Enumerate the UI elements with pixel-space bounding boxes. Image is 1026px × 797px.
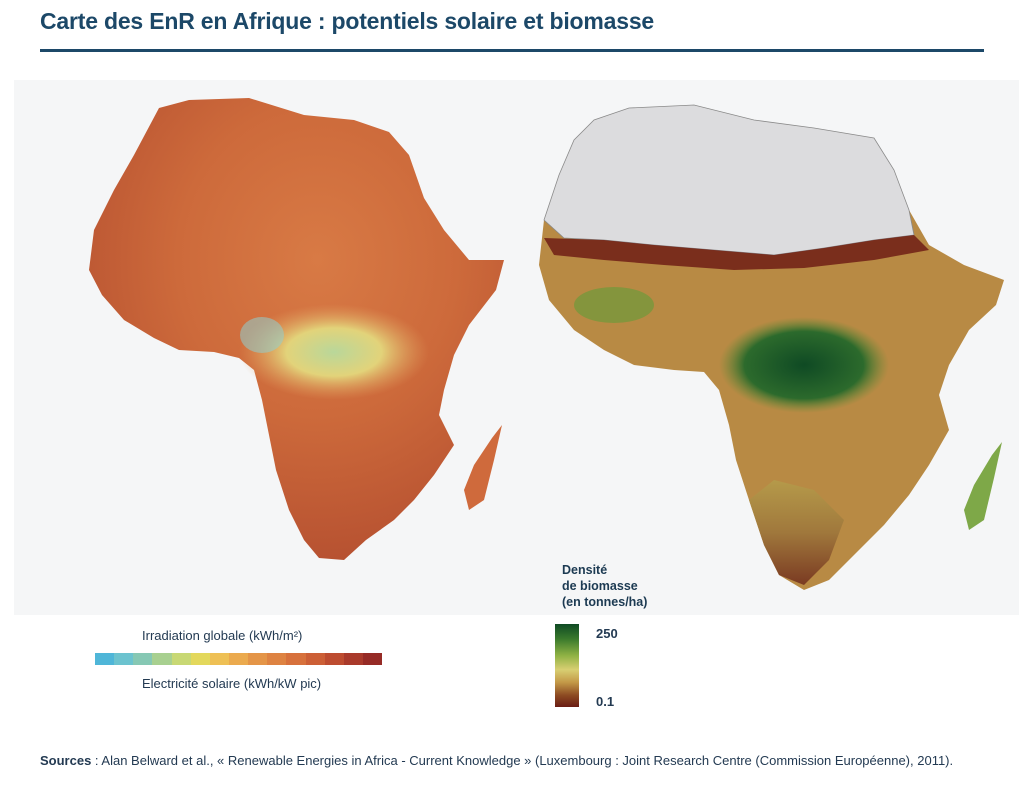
maps-canvas xyxy=(89,98,1004,590)
solar-scale-step-1 xyxy=(114,653,134,665)
sources-label: Sources xyxy=(40,753,92,768)
solar-scale-step-3 xyxy=(152,653,172,665)
sources-text: : Alan Belward et al., « Renewable Energ… xyxy=(91,753,954,768)
sahara-no-data-zone xyxy=(543,104,915,256)
biomass-legend-min: 0.1 xyxy=(596,694,615,709)
solar-scale-step-5 xyxy=(190,653,210,665)
solar-scale-step-0 xyxy=(95,653,115,665)
solar-map xyxy=(89,98,504,560)
solar-scale-step-10 xyxy=(286,653,306,665)
biomass-color-scale xyxy=(555,624,579,707)
sources-note: Sources : Alan Belward et al., « Renewab… xyxy=(40,752,1000,770)
congo-forest-zone xyxy=(719,317,889,413)
solar-scale-step-8 xyxy=(248,653,268,665)
solar-scale-step-12 xyxy=(324,653,344,665)
solar-legend-label-irradiation: Irradiation globale (kWh/m²) xyxy=(142,628,303,643)
biomass-legend-title-line3: (en tonnes/ha) xyxy=(562,595,648,609)
southern-africa-dry-zone xyxy=(749,480,844,585)
madagascar-biomass xyxy=(964,442,1002,530)
sahel-low-biomass-band xyxy=(544,235,929,270)
solar-scale-step-6 xyxy=(209,653,229,665)
biomass-legend-title: Densité de biomasse (en tonnes/ha) xyxy=(562,562,647,610)
biomass-legend-title-line1: Densité xyxy=(562,563,608,577)
west-africa-forest xyxy=(574,287,654,323)
biomass-legend: Densité de biomasse (en tonnes/ha) 250 0… xyxy=(540,562,720,722)
solar-scale-step-7 xyxy=(228,653,249,665)
page-title: Carte des EnR en Afrique : potentiels so… xyxy=(40,8,655,34)
solar-low-zone xyxy=(240,317,284,353)
solar-scale-step-13 xyxy=(343,653,363,665)
solar-scale-step-4 xyxy=(171,653,191,665)
solar-scale-step-14 xyxy=(362,653,383,665)
biomass-legend-max: 250 xyxy=(596,626,618,641)
biomass-legend-title-line2: de biomasse xyxy=(562,579,638,593)
madagascar-solar xyxy=(464,425,502,510)
solar-equatorial-zone xyxy=(239,304,429,400)
solar-scale-step-11 xyxy=(305,653,325,665)
maps-panel xyxy=(14,80,1019,615)
solar-legend-label-electricity: Electricité solaire (kWh/kW pic) xyxy=(142,676,322,691)
solar-scale-step-2 xyxy=(133,653,153,665)
solar-color-scale xyxy=(95,653,383,665)
solar-scale-step-9 xyxy=(267,653,287,665)
biomass-map xyxy=(539,104,1004,590)
title-divider xyxy=(40,49,984,52)
